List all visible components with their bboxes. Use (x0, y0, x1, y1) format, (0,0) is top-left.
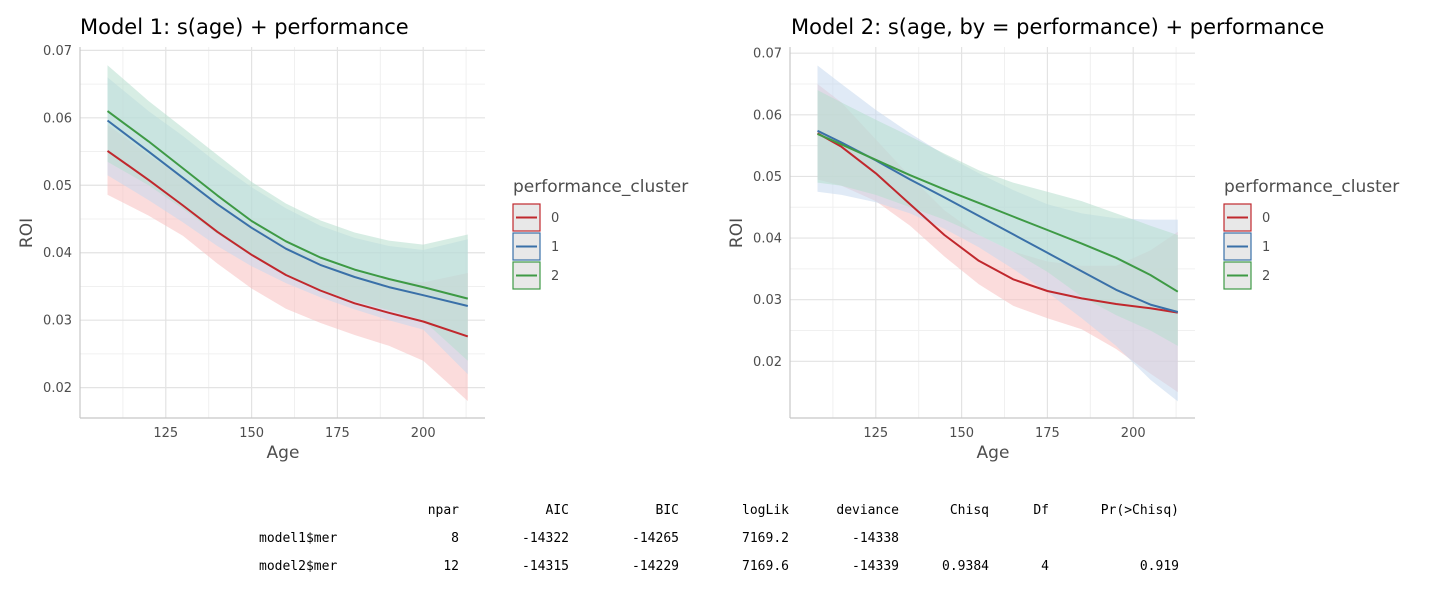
chart-title: Model 1: s(age) + performance (80, 15, 409, 39)
legend: performance_cluster 0 1 2 (1223, 177, 1399, 290)
x-axis-label: Age (267, 443, 300, 463)
y-tick-label: 0.04 (43, 246, 72, 261)
x-tick-label: 125 (863, 426, 888, 441)
column-header-df: Df (1033, 503, 1049, 518)
y-tick-label: 0.06 (753, 108, 782, 123)
chart-panel-model1: Model 1: s(age) + performance 0.020.030.… (17, 15, 688, 463)
y-tick-label: 0.03 (43, 314, 72, 329)
column-header-chisq: Chisq (950, 503, 989, 518)
axis-lines (79, 47, 485, 419)
table-cell: 4 (1041, 559, 1049, 574)
table-cell: -14338 (852, 531, 899, 546)
x-tick-label: 150 (949, 426, 974, 441)
series-line-0 (817, 132, 1178, 314)
y-tick-label: 0.07 (753, 47, 782, 62)
x-tick-label: 175 (325, 426, 350, 441)
y-tick-label: 0.07 (43, 44, 72, 59)
confidence-bands (107, 65, 468, 402)
legend-label: 1 (551, 240, 559, 255)
table-cell: 7169.6 (742, 559, 789, 574)
legend-title: performance_cluster (1224, 177, 1399, 197)
table-cell: -14265 (632, 531, 679, 546)
column-header-npar: npar (428, 503, 459, 518)
row-label: model1$mer (259, 531, 337, 546)
column-header-loglik: logLik (742, 503, 789, 518)
legend-keys: 0 1 2 (1223, 203, 1270, 290)
table-cell: -14315 (522, 559, 569, 574)
anova-table: npar AIC BIC logLik deviance Chisq Df Pr… (259, 503, 1179, 574)
x-axis-label: Age (977, 443, 1010, 463)
chart-panel-model2: Model 2: s(age, by = performance) + perf… (727, 15, 1399, 463)
legend-label: 2 (1262, 269, 1270, 284)
column-header-pvalue: Pr(>Chisq) (1101, 503, 1179, 518)
y-tick-label: 0.05 (753, 170, 782, 185)
x-tick-labels: 125 150 175 200 (863, 426, 1145, 441)
table-cell: 0.9384 (942, 559, 989, 574)
legend: performance_cluster 0 1 2 (512, 177, 688, 290)
y-tick-label: 0.05 (43, 179, 72, 194)
y-tick-label: 0.02 (43, 381, 72, 396)
table-row: model2$mer 12 -14315 -14229 7169.6 -1433… (259, 559, 1179, 574)
series-lines (106, 110, 469, 338)
confidence-bands (817, 65, 1178, 402)
x-tick-label: 125 (153, 426, 178, 441)
x-tick-label: 150 (239, 426, 264, 441)
y-axis-label: ROI (727, 218, 747, 248)
column-header-deviance: deviance (836, 503, 899, 518)
series-line-2 (106, 110, 469, 300)
table-cell: -14322 (522, 531, 569, 546)
legend-keys: 0 1 2 (512, 203, 559, 290)
y-tick-labels: 0.02 0.03 0.04 0.05 0.06 0.07 (43, 44, 72, 396)
column-header-aic: AIC (546, 503, 569, 518)
y-tick-label: 0.06 (43, 111, 72, 126)
confidence-band-2 (817, 90, 1178, 346)
confidence-band-2 (107, 65, 468, 361)
table-cell: -14229 (632, 559, 679, 574)
table-cell: 8 (451, 531, 459, 546)
x-tick-label: 200 (411, 426, 436, 441)
legend-label: 0 (551, 211, 559, 226)
series-line-0 (106, 150, 469, 338)
x-tick-labels: 125 150 175 200 (153, 426, 435, 441)
legend-label: 1 (1262, 240, 1270, 255)
series-lines (817, 129, 1179, 314)
axis-lines (789, 47, 1195, 419)
table-cell: 0.919 (1140, 559, 1179, 574)
table-row: model1$mer 8 -14322 -14265 7169.2 -14338 (259, 531, 899, 546)
chart-title: Model 2: s(age, by = performance) + perf… (791, 15, 1324, 39)
legend-label: 0 (1262, 211, 1270, 226)
legend-title: performance_cluster (513, 177, 688, 197)
x-tick-label: 175 (1035, 426, 1060, 441)
row-label: model2$mer (259, 559, 337, 574)
table-cell: 12 (443, 559, 459, 574)
y-tick-label: 0.02 (753, 355, 782, 370)
series-line-2 (817, 132, 1179, 293)
y-tick-label: 0.03 (753, 293, 782, 308)
table-cell: -14339 (852, 559, 899, 574)
x-tick-label: 200 (1121, 426, 1146, 441)
y-axis-label: ROI (17, 218, 37, 248)
column-header-bic: BIC (656, 503, 679, 518)
y-tick-labels: 0.02 0.03 0.04 0.05 0.06 0.07 (753, 47, 782, 370)
table-cell: 7169.2 (742, 531, 789, 546)
series-line-1 (106, 119, 469, 307)
legend-label: 2 (551, 269, 559, 284)
y-tick-label: 0.04 (753, 232, 782, 247)
